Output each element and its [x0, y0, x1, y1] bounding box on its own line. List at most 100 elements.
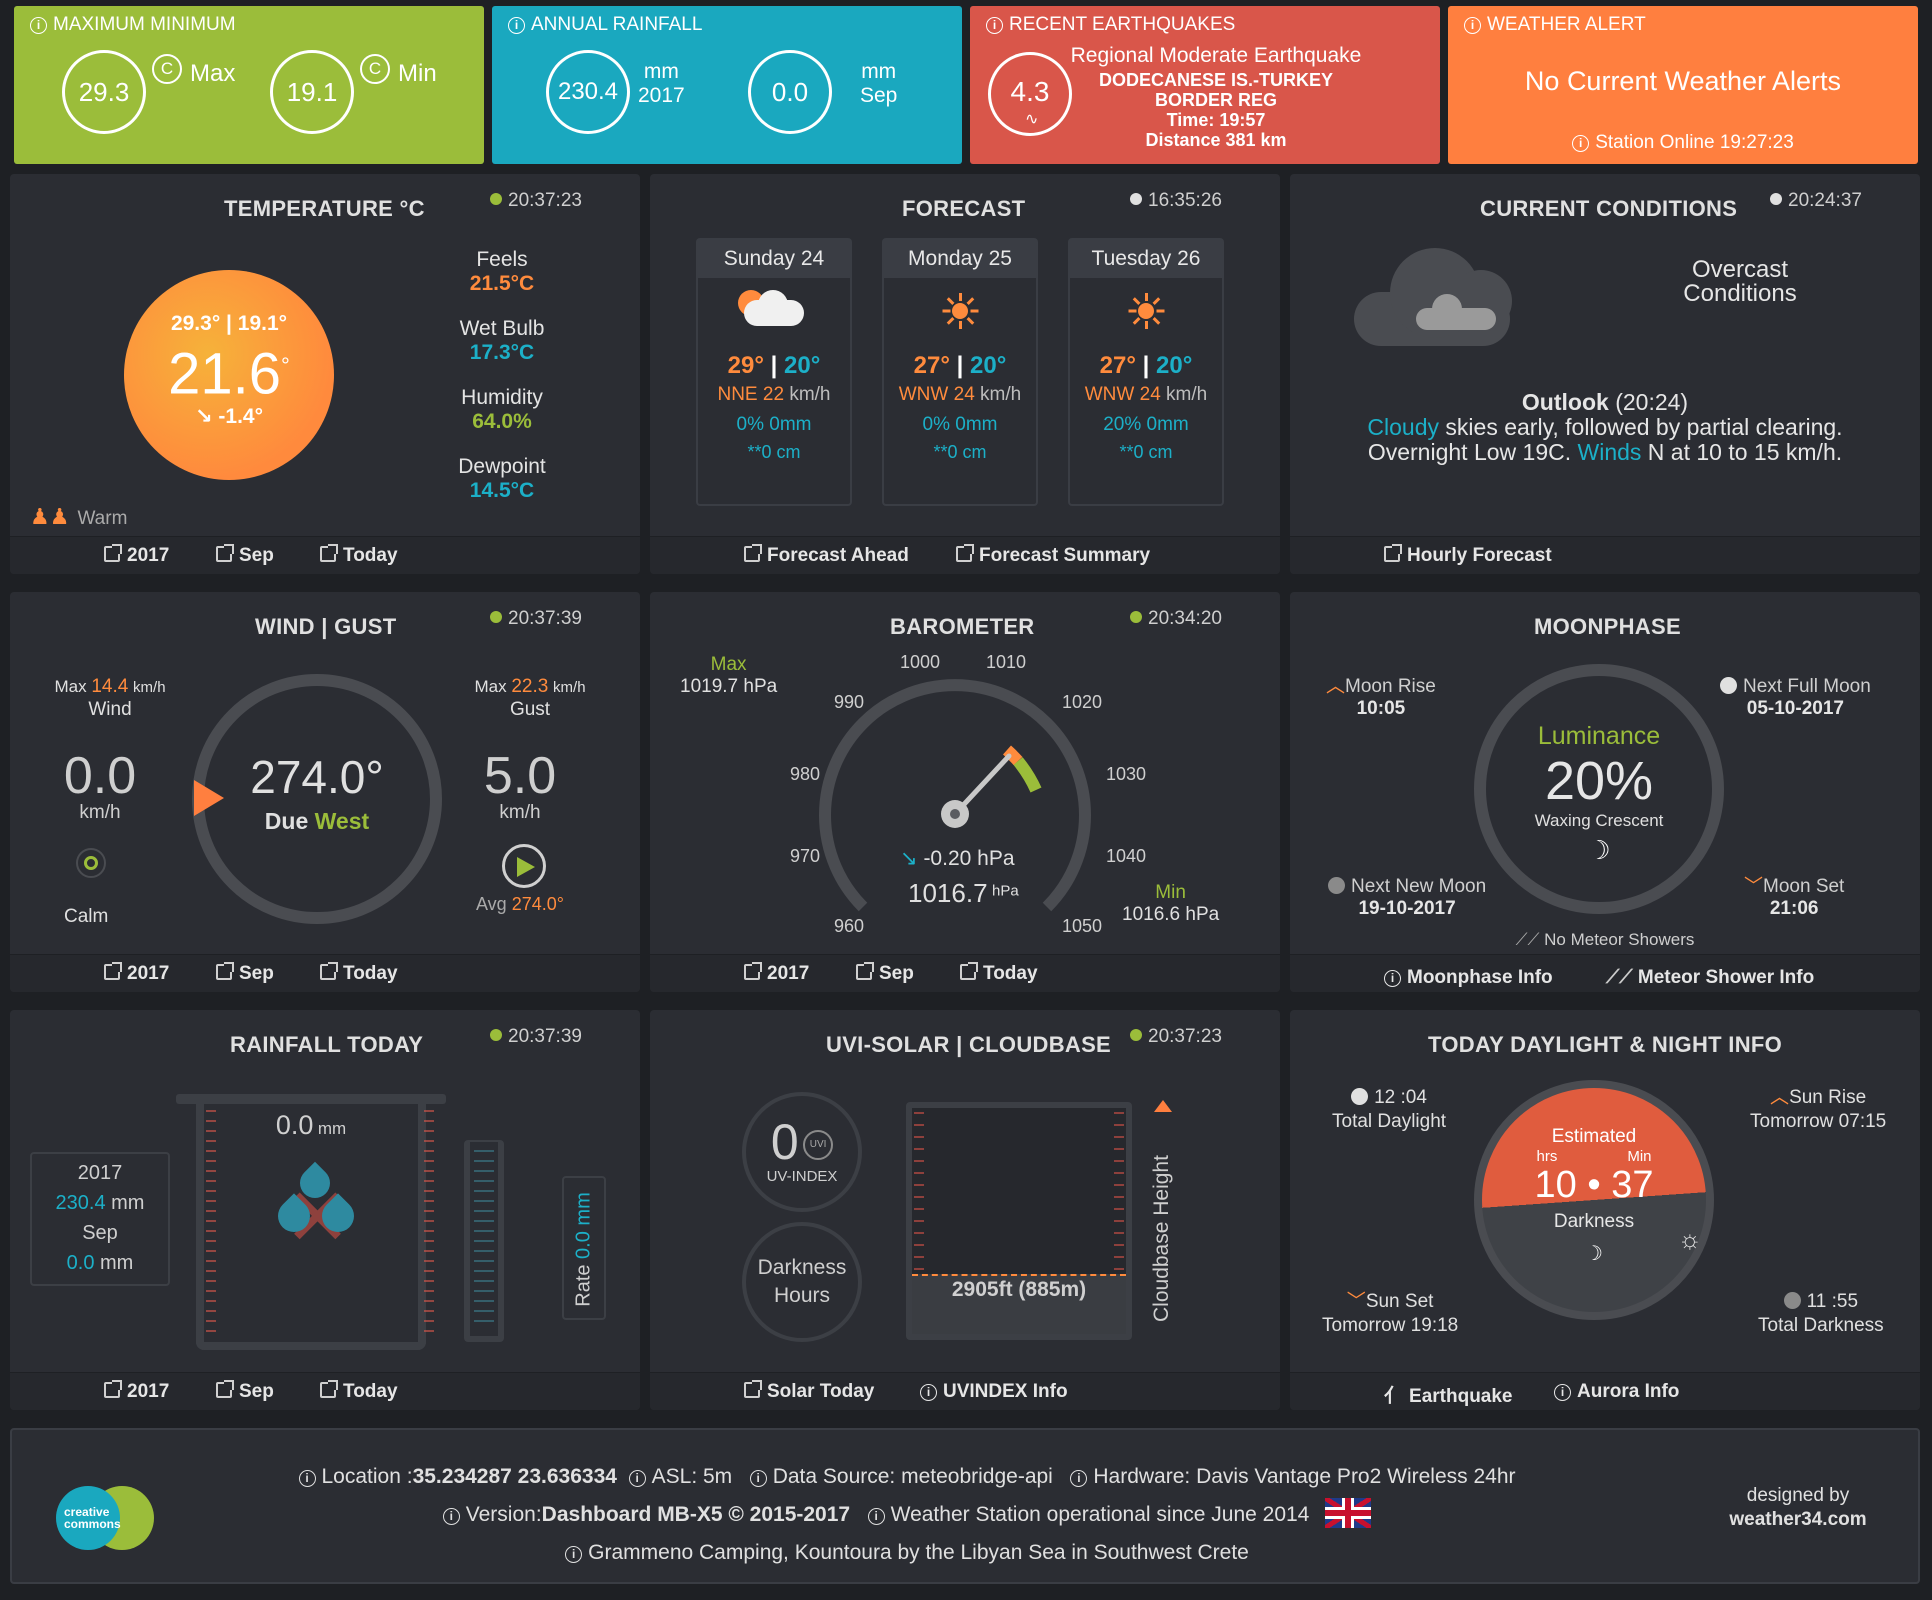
max-label: Max [190, 60, 236, 87]
celsius-icon: C [152, 54, 182, 84]
link-2017[interactable]: 2017 [744, 962, 809, 985]
uk-flag-icon[interactable] [1325, 1498, 1372, 1528]
forecast-day[interactable]: Sunday 24 29° | 20° NNE 22 km/h 0% 0mm *… [696, 238, 852, 506]
link-forecast-ahead[interactable]: Forecast Ahead [744, 544, 909, 567]
info-icon: i [867, 1508, 885, 1525]
conditions-footer: Hourly Forecast [1290, 536, 1920, 574]
rainfall-panel: i ANNUAL RAINFALL 230.4 mm 2017 0.0 mm Sep [492, 6, 962, 164]
total-daylight: 12 :04 Total Daylight [1332, 1087, 1447, 1132]
link-today[interactable]: Today [960, 962, 1038, 985]
link-solar-today[interactable]: Solar Today [744, 1380, 874, 1403]
max-value-ring: 29.3 [62, 50, 146, 134]
uvi-timestamp: 20:37:23 [1130, 1026, 1222, 1048]
moon-dot-icon [1783, 1292, 1801, 1309]
chevron-up-icon: ︿ [1326, 676, 1346, 697]
external-link-icon [744, 962, 762, 980]
raindrop-icon: ✕ [271, 1156, 361, 1266]
min-value-ring: 19.1 [270, 50, 354, 134]
moon-set: ﹀Moon Set 21:06 [1744, 876, 1845, 919]
link-forecast-summary[interactable]: Forecast Summary [956, 544, 1150, 567]
conditions-summary: Overcast Conditions [1683, 256, 1797, 307]
temperature-title: TEMPERATURE °C [224, 196, 425, 221]
info-icon: i [30, 17, 47, 34]
luminance-dial: Luminance 20% Waxing Crescent ☽ [1474, 664, 1724, 914]
maxmin-title: i MAXIMUM MINIMUM [30, 14, 236, 36]
earthquake-panel: i RECENT EARTHQUAKES 4.3 ∿ Regional Modera… [970, 6, 1440, 164]
seismo-icon: ⺅ [1384, 1386, 1404, 1407]
crescent-moon-icon: ☽ [1585, 1243, 1603, 1265]
month-rain-ring: 0.0 [748, 50, 832, 134]
link-sep[interactable]: Sep [856, 962, 914, 985]
link-2017[interactable]: 2017 [104, 962, 169, 985]
rainfall-title: RAINFALL TODAY [230, 1032, 424, 1057]
rain-today: 0.0 mm [275, 1110, 347, 1140]
full-moon-icon [1720, 677, 1737, 694]
link-sep[interactable]: Sep [216, 1380, 274, 1403]
link-2017[interactable]: 2017 [104, 544, 169, 567]
link-today[interactable]: Today [320, 962, 398, 985]
link-moonphase-info[interactable]: i Moonphase Info [1384, 967, 1553, 989]
external-link-icon [104, 1380, 122, 1398]
seismo-icon: ∿ [1025, 111, 1039, 128]
tick-970: 970 [790, 846, 821, 866]
wind-direction-readout: 274.0° Due West [250, 751, 384, 834]
link-2017[interactable]: 2017 [104, 1380, 169, 1403]
wind-title: WIND | GUST [255, 614, 397, 639]
tick-1010: 1010 [986, 652, 1027, 672]
station-footer: creative commons i Location :35.234287 23.… [10, 1428, 1920, 1584]
external-link-icon [104, 962, 122, 980]
link-aurora-info[interactable]: i Aurora Info [1554, 1381, 1679, 1403]
new-moon-icon [1328, 877, 1345, 894]
avg-direction: Avg 274.0° [476, 894, 564, 914]
info-icon: i [1572, 135, 1590, 152]
wind-footer: 2017 Sep Today [10, 954, 640, 992]
earthquake-title: i RECENT EARTHQUAKES [986, 14, 1235, 36]
rainfall-footer: 2017 Sep Today [10, 1372, 640, 1410]
rain-rate-scale [474, 1150, 494, 1330]
temperature-hilo: 29.3° | 19.1° [170, 312, 288, 335]
alert-title: i WEATHER ALERT [1464, 14, 1646, 36]
info-icon: i [508, 17, 525, 34]
info-icon: i [298, 1470, 316, 1487]
tick-980: 980 [790, 764, 821, 784]
trend-down-icon: ↘ [900, 847, 924, 870]
temperature-timestamp: 20:37:23 [490, 190, 582, 212]
moonphase-title: MOONPHASE [1534, 614, 1681, 639]
link-today[interactable]: Today [320, 1380, 398, 1403]
temperature-stats: Feels 21.5°C Wet Bulb 17.3°C Humidity 64… [458, 248, 546, 502]
current-conditions-card: CURRENT CONDITIONS 20:24:37 Overcast Cond… [1290, 174, 1920, 574]
cloudbase-fill [912, 1274, 1126, 1334]
meteor-icon: ⟋⟋ [1515, 930, 1545, 949]
barometer-timestamp: 20:34:20 [1130, 608, 1222, 630]
daylight-footer: ⺅ Earthquake i Aurora Info [1290, 1372, 1920, 1410]
crescent-moon-icon: ☽ [1587, 835, 1611, 865]
forecast-timestamp: 16:35:26 [1130, 190, 1222, 212]
outlook-text: Outlook (20:24) Cloudy skies early, foll… [1367, 389, 1843, 465]
moonphase-card: MOONPHASE ︿Moon Rise 10:05 Next Full Moo… [1290, 592, 1920, 992]
link-hourly-forecast[interactable]: Hourly Forecast [1384, 544, 1552, 567]
station-info: i Location :35.234287 23.636334 i ASL: 5m … [212, 1458, 1602, 1572]
forecast-day[interactable]: Tuesday 26 27° | 20° WNW 24 km/h 20% 0mm… [1068, 238, 1224, 506]
info-icon: i [565, 1546, 583, 1563]
temperature-card: TEMPERATURE °C 20:37:23 29.3° | 19.1° 21… [10, 174, 640, 574]
link-sep[interactable]: Sep [216, 962, 274, 985]
designer-credit[interactable]: designed by weather34.com [1729, 1485, 1867, 1530]
link-sep[interactable]: Sep [216, 544, 274, 567]
forecast-day[interactable]: Monday 25 27° | 20° WNW 24 km/h 0% 0mm *… [882, 238, 1038, 506]
rain-rate-tube [464, 1140, 504, 1342]
link-uvindex-info[interactable]: i UVINDEX Info [920, 1381, 1068, 1403]
barometer-footer: 2017 Sep Today [650, 954, 1280, 992]
station-status: i Station Online 19:27:23 [1448, 132, 1918, 154]
cloudbase-value: 2905ft (885m) [951, 1278, 1087, 1301]
external-link-icon [320, 544, 338, 562]
year-rain-ring: 230.4 [546, 50, 630, 134]
sun-set: ﹀Sun Set Tomorrow 19:18 [1322, 1291, 1459, 1336]
external-link-icon [744, 1380, 762, 1398]
link-meteor-info[interactable]: ⟋⟋ Meteor Shower Info [1606, 967, 1815, 988]
link-earthquake[interactable]: ⺅ Earthquake [1384, 1386, 1513, 1407]
cloudbase-label: Cloudbase Height [1150, 1155, 1173, 1322]
cloudbase-scale-right [1114, 1112, 1124, 1332]
max-gust: Max 22.3 km/h Gust [474, 676, 586, 720]
info-icon: i [1464, 17, 1481, 34]
link-today[interactable]: Today [320, 544, 398, 567]
